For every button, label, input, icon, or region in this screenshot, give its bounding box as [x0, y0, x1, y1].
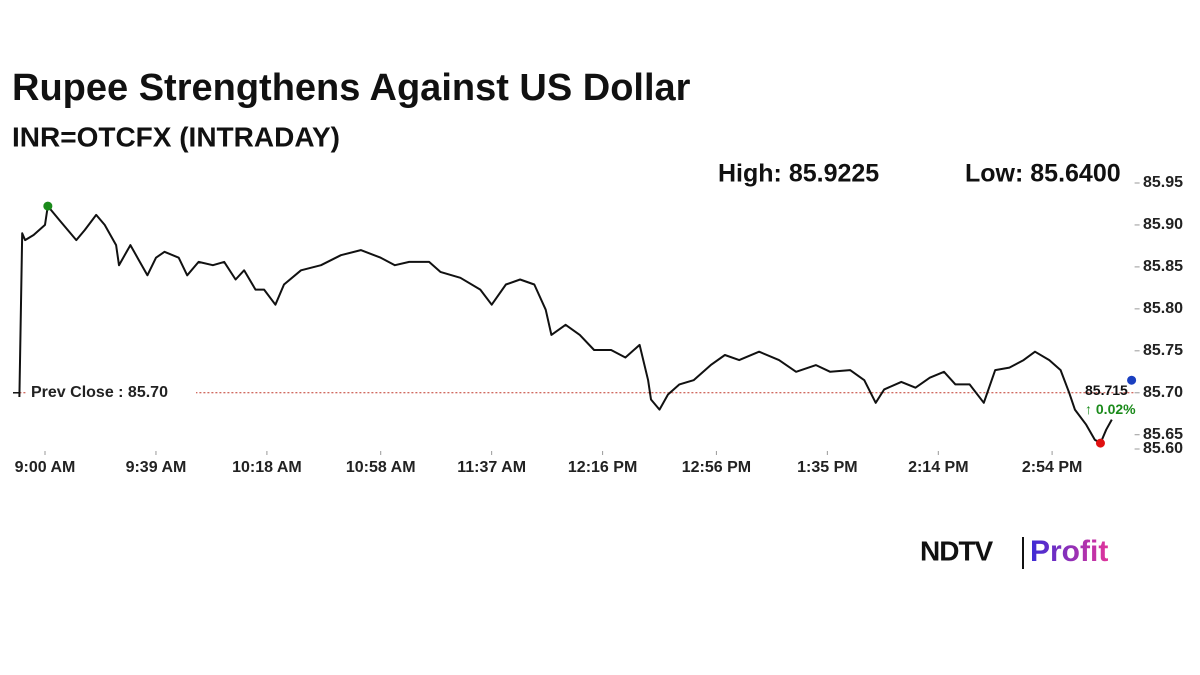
logo-left: NDTV [920, 535, 994, 566]
price-line [18, 205, 1113, 445]
y-tick-label: 85.90 [1143, 216, 1183, 233]
high-marker [43, 201, 53, 211]
low-label: Low: 85.6400 [965, 160, 1121, 188]
chart-title: Rupee Strengthens Against US Dollar [12, 67, 691, 109]
x-tick-label: 11:37 AM [457, 459, 526, 476]
x-tick-label: 9:00 AM [15, 459, 76, 476]
x-tick-label: 2:54 PM [1022, 459, 1082, 476]
low-marker [1095, 438, 1105, 448]
y-tick-label: 85.70 [1143, 384, 1183, 401]
y-tick-label: 85.80 [1143, 300, 1183, 317]
x-tick-label: 10:58 AM [346, 459, 416, 476]
y-tick-label: 85.65 [1143, 426, 1183, 443]
last-value-label: 85.715 [1085, 382, 1128, 398]
x-tick-label: 2:14 PM [908, 459, 968, 476]
high-label: High: 85.9225 [718, 160, 879, 188]
y-tick-label: 85.75 [1143, 342, 1183, 359]
x-tick-label: 12:56 PM [682, 459, 751, 476]
last-marker [1127, 375, 1137, 385]
y-tick-label: 85.95 [1143, 174, 1183, 191]
x-tick-label: 9:39 AM [126, 459, 187, 476]
y-tick-label: 85.85 [1143, 258, 1183, 275]
change-label: ↑ 0.02% [1085, 401, 1136, 417]
x-tick-label: 10:18 AM [232, 459, 302, 476]
chart-subtitle: INR=OTCFX (INTRADAY) [12, 121, 340, 152]
prev-close-label-bg [26, 381, 196, 404]
x-tick-label: 1:35 PM [797, 459, 857, 476]
y-tick-label: 85.60 [1143, 440, 1183, 457]
prev-close-label: Prev Close : 85.70 [31, 384, 168, 401]
logo-right: Profit [1030, 535, 1108, 568]
x-tick-label: 12:16 PM [568, 459, 637, 476]
